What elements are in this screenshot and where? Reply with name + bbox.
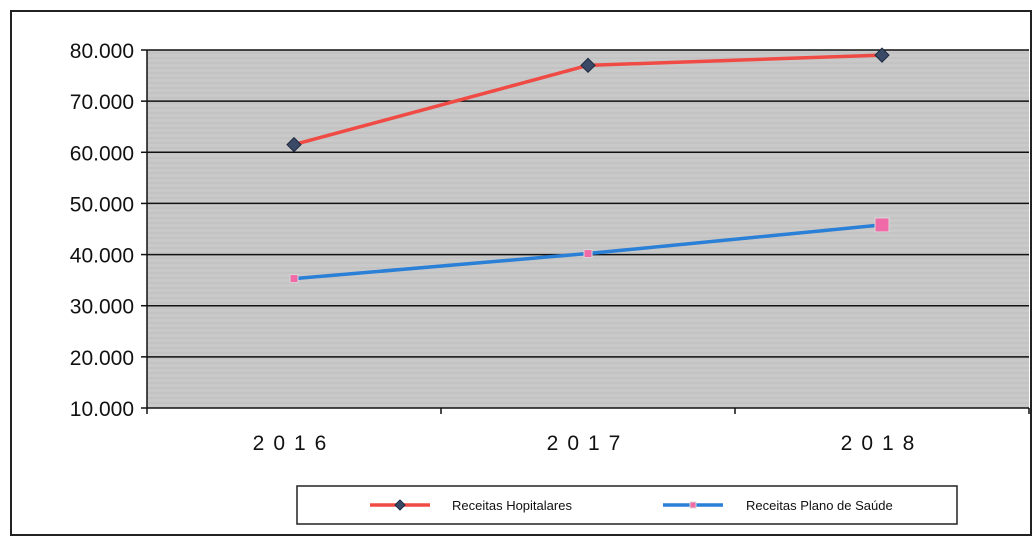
data-point bbox=[689, 501, 697, 509]
x-tick-label: 2018 bbox=[841, 432, 924, 455]
x-tick-label: 2017 bbox=[547, 432, 630, 455]
data-point bbox=[394, 499, 406, 511]
data-point bbox=[286, 136, 302, 153]
y-tick-labels: 80.000 70.000 60.000 50.000 40.000 30.000 20.0… bbox=[70, 40, 134, 421]
y-tick-label: 80.000 bbox=[70, 40, 134, 63]
y-tick-label: 40.000 bbox=[70, 245, 134, 268]
legend: Receitas Hopitalares Receitas Plano de Sa… bbox=[296, 485, 958, 525]
y-tick-label: 10.000 bbox=[70, 398, 134, 421]
x-tick-labels: 2016 2017 2018 bbox=[253, 432, 924, 455]
gridlines bbox=[147, 49, 1029, 358]
axes bbox=[141, 49, 1030, 414]
y-tick-label: 60.000 bbox=[70, 142, 134, 165]
series-2 bbox=[289, 217, 890, 284]
series-1 bbox=[286, 47, 890, 153]
data-point bbox=[580, 57, 596, 74]
legend-item: Receitas Hopitalares bbox=[370, 498, 572, 513]
data-point bbox=[874, 47, 890, 63]
y-tick-label: 50.000 bbox=[70, 193, 134, 216]
y-tick-label: 20.000 bbox=[70, 347, 134, 370]
legend-label: Receitas Hopitalares bbox=[452, 498, 572, 513]
x-tick-label: 2016 bbox=[253, 432, 336, 455]
data-point bbox=[289, 274, 299, 284]
legend-item: Receitas Plano de Saúde bbox=[663, 498, 893, 513]
y-tick-label: 70.000 bbox=[70, 91, 134, 114]
y-tick-label: 30.000 bbox=[70, 296, 134, 319]
data-point bbox=[874, 217, 890, 233]
legend-label: Receitas Plano de Saúde bbox=[746, 498, 893, 513]
data-point bbox=[583, 249, 593, 259]
series bbox=[286, 47, 890, 284]
plot-area bbox=[147, 50, 1029, 408]
